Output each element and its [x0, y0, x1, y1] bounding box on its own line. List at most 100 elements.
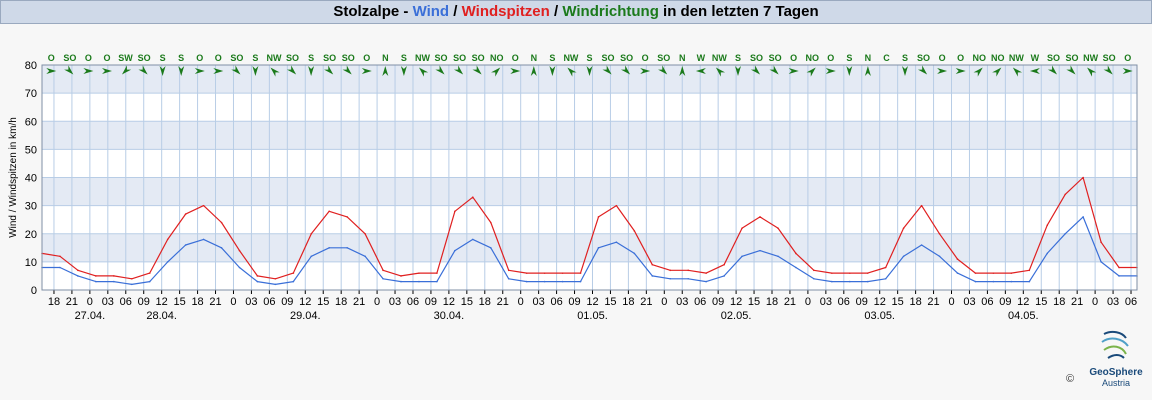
title-sep-3: /: [549, 3, 563, 20]
series-wind-line: [42, 216, 1137, 285]
gust-point: [346, 216, 348, 218]
wind-point: [95, 280, 97, 283]
direction-arrow-icon: [159, 66, 166, 76]
wind-point: [669, 277, 672, 280]
direction-arrow-icon: [1103, 65, 1113, 75]
gust-point: [992, 272, 995, 274]
y-tick-label: 60: [25, 116, 37, 128]
direction-arrow-icon: [121, 65, 132, 75]
geosphere-emblem-icon: [1101, 330, 1129, 359]
direction-label: SO: [602, 53, 615, 63]
gust-point: [95, 275, 97, 277]
x-tick-label: 0: [230, 296, 236, 308]
gust-point: [77, 269, 79, 272]
x-tick-label: 21: [497, 296, 509, 308]
wind-point: [920, 244, 923, 246]
gust-point: [777, 227, 779, 229]
direction-arrow-icon: [864, 66, 871, 76]
direction-label: O: [196, 53, 203, 63]
gust-point: [669, 269, 672, 272]
gust-point: [148, 272, 151, 274]
direction-arrow-icon: [138, 65, 148, 75]
gust-point: [364, 232, 366, 235]
gust-point: [956, 258, 959, 260]
direction-arrow-icon: [418, 67, 429, 77]
direction-label: NO: [991, 53, 1005, 63]
direction-arrow-icon: [324, 65, 334, 75]
direction-arrow-icon: [382, 66, 389, 76]
gust-point: [543, 272, 546, 274]
gust-point: [1082, 176, 1084, 179]
direction-arrow-icon: [361, 68, 372, 74]
gust-point: [418, 272, 420, 274]
wind-point: [633, 252, 636, 255]
wind-point: [543, 280, 546, 283]
direction-label: O: [512, 53, 519, 63]
direction-label: S: [308, 53, 314, 63]
direction-arrow-icon: [750, 65, 761, 75]
gust-point: [436, 272, 438, 274]
gust-point: [489, 221, 492, 224]
direction-arrow-icon: [510, 68, 521, 74]
direction-label: O: [827, 53, 834, 63]
direction-label: SO: [323, 53, 336, 63]
gust-point: [920, 204, 923, 207]
x-tick-label: 15: [461, 296, 473, 308]
y-tick-label: 0: [31, 285, 37, 297]
gust-point: [202, 204, 205, 207]
x-tick-label: 21: [353, 296, 365, 308]
title-direction: Windrichtung: [562, 3, 659, 20]
x-tick-label: 03: [245, 296, 257, 308]
gust-point: [454, 210, 456, 213]
gust-point: [615, 204, 618, 207]
direction-label: NW: [563, 53, 578, 63]
wind-point: [1118, 275, 1120, 277]
direction-arrow-icon: [955, 68, 966, 74]
plot-band: [42, 233, 1137, 262]
direction-arrow-icon: [735, 66, 741, 76]
y-tick-label: 10: [25, 257, 37, 269]
x-tick-label: 0: [661, 296, 667, 308]
x-tick-label: 06: [263, 296, 275, 308]
direction-label: S: [549, 53, 555, 63]
date-label: 29.04.: [290, 310, 321, 322]
title-station: Stolzalpe: [333, 3, 400, 20]
geosphere-logo: GeoSphere Austria: [1080, 328, 1152, 388]
wind-point: [130, 283, 133, 286]
y-tick-label: 50: [25, 144, 37, 156]
wind-point: [741, 255, 743, 258]
x-tick-label: 03: [676, 296, 688, 308]
wind-point: [310, 255, 313, 258]
direction-label: SO: [453, 53, 466, 63]
direction-arrow-icon: [937, 68, 948, 74]
gust-point: [1028, 269, 1031, 272]
gust-point: [938, 232, 941, 235]
direction-label: N: [865, 53, 872, 63]
wind-point: [938, 255, 941, 258]
direction-arrow-icon: [788, 68, 799, 74]
gust-point: [813, 269, 815, 272]
direction-arrow-icon: [825, 68, 836, 74]
x-tick-label: 06: [981, 296, 993, 308]
direction-label: SO: [63, 53, 76, 63]
direction-label: S: [252, 53, 258, 63]
wind-point: [507, 277, 510, 280]
x-tick-label: 0: [374, 296, 380, 308]
x-tick-label: 12: [443, 296, 455, 308]
x-tick-label: 18: [1053, 296, 1065, 308]
x-tick-label: 09: [856, 296, 868, 308]
x-tick-label: 03: [102, 296, 114, 308]
wind-point: [113, 280, 115, 283]
x-tick-label: 18: [48, 296, 60, 308]
x-tick-label: 12: [1017, 296, 1029, 308]
direction-arrow-icon: [453, 65, 464, 75]
x-tick-label: 18: [335, 296, 347, 308]
wind-point: [1100, 261, 1102, 263]
gust-point: [902, 227, 905, 229]
title-sep-1: -: [399, 3, 413, 20]
direction-arrow-icon: [992, 67, 1002, 77]
direction-label: O: [790, 53, 797, 63]
direction-label: SO: [435, 53, 448, 63]
gust-point: [238, 249, 241, 252]
